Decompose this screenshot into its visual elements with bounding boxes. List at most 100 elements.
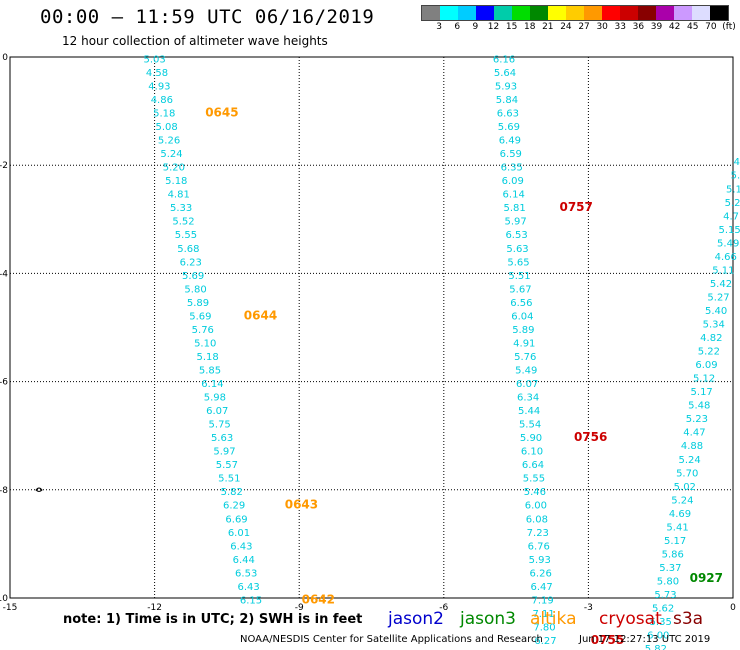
- swh-value: 5.82: [645, 644, 667, 650]
- swh-value: 5.93: [495, 81, 517, 92]
- mission-cryosat: cryosat: [599, 609, 662, 629]
- color-swatch: [494, 6, 512, 20]
- swh-value: 6.34: [517, 393, 539, 404]
- swh-value: 6.07: [516, 379, 538, 390]
- swh-value: 5.80: [184, 284, 206, 295]
- swh-value: 5.97: [213, 447, 235, 458]
- swh-value: 5.51: [218, 474, 240, 485]
- color-scale-label: 45: [687, 22, 699, 32]
- color-scale-label: (ft): [722, 22, 736, 32]
- swh-value: 6.15: [240, 595, 262, 606]
- mission-altika: altika: [530, 609, 577, 629]
- swh-value: 5.69: [498, 122, 520, 133]
- lon-tick-label: -3: [584, 603, 593, 613]
- island-icon: [35, 487, 43, 492]
- swh-value: 5.69: [189, 311, 211, 322]
- swh-value: 6.09: [502, 176, 524, 187]
- color-scale-label: 27: [578, 22, 590, 32]
- swh-value: 5.42: [710, 279, 732, 290]
- swh-value: 7.11: [532, 609, 554, 620]
- mission-s3a: s3a: [673, 609, 704, 629]
- color-scale-labels: 3 6 9 12 15 18 21 24 27 30 33 36 39 42 45 70 (ft): [421, 22, 736, 34]
- swh-value: 4.47: [683, 428, 705, 439]
- swh-value: 4.82: [700, 333, 722, 344]
- color-swatch: [458, 6, 476, 20]
- color-scale-label: 6: [454, 22, 461, 32]
- swh-value: 5.52: [172, 217, 194, 228]
- swh-value: 5.23: [686, 414, 708, 425]
- swh-value: 4.81: [168, 190, 190, 201]
- time-label: 0643: [285, 498, 318, 512]
- swh-value: 5.37: [659, 563, 681, 574]
- color-swatch: [566, 6, 584, 20]
- color-swatch: [440, 6, 458, 20]
- color-scale-label: 21: [542, 22, 554, 32]
- swh-value: 6.76: [528, 541, 550, 552]
- swh-value: 5.80: [657, 576, 679, 587]
- color-swatch: [530, 6, 548, 20]
- swh-value: 5.1: [726, 184, 740, 195]
- swh-value: 5.62: [652, 604, 674, 615]
- swh-value: 5.27: [707, 292, 729, 303]
- swh-value: 4.58: [146, 68, 168, 79]
- swh-value: 5.89: [512, 325, 534, 336]
- color-scale-label: 9: [472, 22, 479, 32]
- swh-value: 5.76: [192, 325, 214, 336]
- swh-value: 5.89: [187, 298, 209, 309]
- map-title: 00:00 – 11:59 UTC 06/16/2019: [40, 6, 375, 28]
- swh-value: 5.64: [494, 68, 516, 79]
- swh-value: 5.18: [196, 352, 218, 363]
- swh-value: 5.44: [518, 406, 540, 417]
- lat-tick-label: -8: [0, 486, 8, 496]
- swh-value: 6.01: [228, 528, 250, 539]
- swh-value: 5.63: [506, 244, 528, 255]
- swh-value: 5.15: [718, 225, 740, 236]
- swh-value: 5.85: [199, 365, 221, 376]
- swh-value: 5.33: [170, 203, 192, 214]
- swh-value: 5.93: [529, 555, 551, 566]
- color-scale-label: 15: [505, 22, 518, 32]
- swh-value: 7.19: [531, 595, 553, 606]
- swh-value: 4.88: [681, 441, 703, 452]
- swh-value: 6.43: [237, 582, 259, 593]
- swh-value: 5.97: [504, 217, 526, 228]
- swh-value: 5.51: [508, 271, 530, 282]
- time-label: 0645: [205, 106, 238, 120]
- time-label: 0642: [302, 592, 335, 606]
- swh-value: 5.65: [507, 257, 529, 268]
- color-scale-label: 39: [650, 22, 663, 32]
- swh-value: 6.00: [647, 631, 669, 642]
- mission-jason3: jason3: [460, 609, 516, 629]
- color-swatch: [602, 6, 620, 20]
- color-scale-label: 42: [668, 22, 681, 32]
- swh-value: 6.59: [500, 149, 522, 160]
- color-swatch: [692, 6, 710, 20]
- swh-value: 6.63: [497, 109, 519, 120]
- swh-value: 5.: [731, 171, 740, 182]
- color-swatch: [638, 6, 656, 20]
- swh-value: 5.24: [160, 149, 182, 160]
- lon-tick-label: -12: [147, 603, 162, 613]
- swh-value: 5.68: [177, 244, 199, 255]
- swh-value: 6.08: [526, 514, 548, 525]
- color-scale-label: 3: [436, 22, 442, 32]
- swh-value: 6.07: [206, 406, 228, 417]
- swh-value: 6.10: [521, 447, 543, 458]
- swh-value: 6.14: [503, 190, 525, 201]
- swh-value: 4.66: [715, 252, 737, 263]
- lon-tick-label: 0: [730, 603, 736, 613]
- color-scale-label: 30: [596, 22, 608, 32]
- swh-value: 5.55: [175, 230, 197, 241]
- swh-value: 5.08: [156, 122, 178, 133]
- time-label: 0757: [559, 200, 592, 214]
- color-scale-label: 12: [487, 22, 500, 32]
- swh-value: 5.70: [676, 468, 698, 479]
- time-label: 0755: [591, 633, 624, 647]
- swh-value: 5.03: [143, 54, 165, 65]
- swh-value: 5.55: [523, 474, 545, 485]
- swh-value: 5.24: [671, 495, 693, 506]
- swh-value: 6.49: [499, 136, 521, 147]
- swh-value: 6.64: [522, 460, 544, 471]
- color-scale-label: 70: [705, 22, 717, 32]
